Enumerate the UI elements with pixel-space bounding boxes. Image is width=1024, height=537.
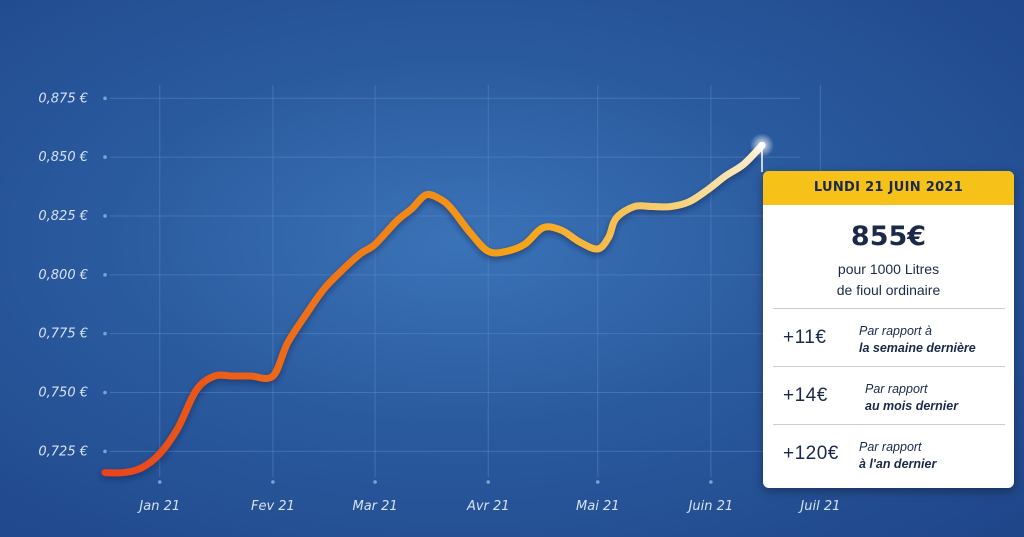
x-tick-dot [595,480,600,484]
y-axis: 0,725 € 0,750 € 0,775 € 0,800 € 0,825 € 0,850… [38,91,88,459]
x-tick-dot [271,480,275,484]
comparison-year: +120€ Par rapport à l'an dernier [773,424,1005,483]
price-series [101,141,766,477]
x-tick-dot [373,480,377,484]
comparison-month-label: Par rapport au mois dernier [865,381,958,415]
comparison-month: +14€ Par rapport au mois dernier [773,366,1005,425]
marker-dot [758,141,766,149]
y-tick-dot [103,331,107,336]
card-date: LUNDI 21 JUIN 2021 [763,171,1014,205]
card-desc-line2: de fioul ordinaire [836,282,941,298]
delta-week: +11€ [783,327,827,348]
y-tick-label: 0,750 € [38,386,88,401]
x-axis: Jan 21 Fev 21 Mar 21 Avr 21 Mai 21 Juin 21 Jui… [136,499,840,514]
x-tick-label: Fev 21 [251,499,295,514]
y-tick-label: 0,875 € [38,91,88,106]
comparison-week: +11€ Par rapport à la semaine dernière [773,308,1005,367]
current-price-marker [750,133,774,172]
label-line1: Par rapport [859,440,922,454]
label-line1: Par rapport à [859,324,932,338]
y-tick-label: 0,725 € [38,444,88,459]
card-desc-line1: pour 1000 Litres [837,261,940,277]
y-tick-dot [103,214,107,218]
card-description: pour 1000 Litres de fioul ordinaire [763,259,1014,301]
delta-month: +14€ [783,385,828,406]
y-tick-label: 0,825 € [38,209,88,224]
x-tick-label: Juil 21 [797,499,840,514]
x-tick-label: Jan 21 [136,499,180,514]
x-tick-label: Mar 21 [352,499,397,514]
y-tick-dot [103,96,107,101]
x-tick-dot [486,480,491,484]
y-tick-dot [103,273,107,277]
x-tick-label: Avr 21 [466,499,510,514]
y-tick-label: 0,775 € [38,327,88,342]
y-tick-dot [103,390,107,395]
label-line2: la semaine dernière [859,341,976,355]
x-tick-label: Mai 21 [576,499,619,514]
label-line2: à l'an dernier [859,457,937,471]
chart-grid [103,85,823,484]
x-tick-label: Juin 21 [686,499,734,514]
y-tick-label: 0,850 € [38,150,88,165]
x-tick-dot [157,480,162,484]
comparison-week-label: Par rapport à la semaine dernière [859,323,976,357]
y-tick-dot [103,155,107,159]
label-line2: au mois dernier [865,399,959,413]
price-line [101,141,766,477]
y-tick-label: 0,800 € [38,268,88,283]
delta-year: +120€ [783,443,839,464]
card-price: 855€ [850,221,927,252]
y-tick-dot [103,449,107,454]
x-tick-dot [709,480,713,484]
comparison-year-label: Par rapport à l'an dernier [859,439,936,473]
label-line1: Par rapport [865,382,928,396]
price-info-card: LUNDI 21 JUIN 2021 855€ pour 1000 Litres… [763,171,1014,488]
